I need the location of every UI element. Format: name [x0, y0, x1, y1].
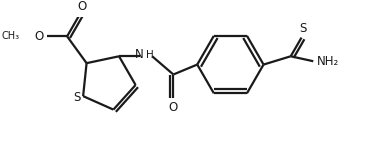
Text: O: O — [168, 101, 177, 114]
Text: O: O — [35, 30, 44, 43]
Text: N: N — [135, 49, 144, 61]
Text: NH₂: NH₂ — [317, 55, 340, 68]
Text: CH₃: CH₃ — [1, 31, 20, 41]
Text: O: O — [77, 0, 86, 13]
Text: H: H — [146, 50, 154, 60]
Text: S: S — [73, 91, 81, 104]
Text: S: S — [299, 22, 306, 35]
